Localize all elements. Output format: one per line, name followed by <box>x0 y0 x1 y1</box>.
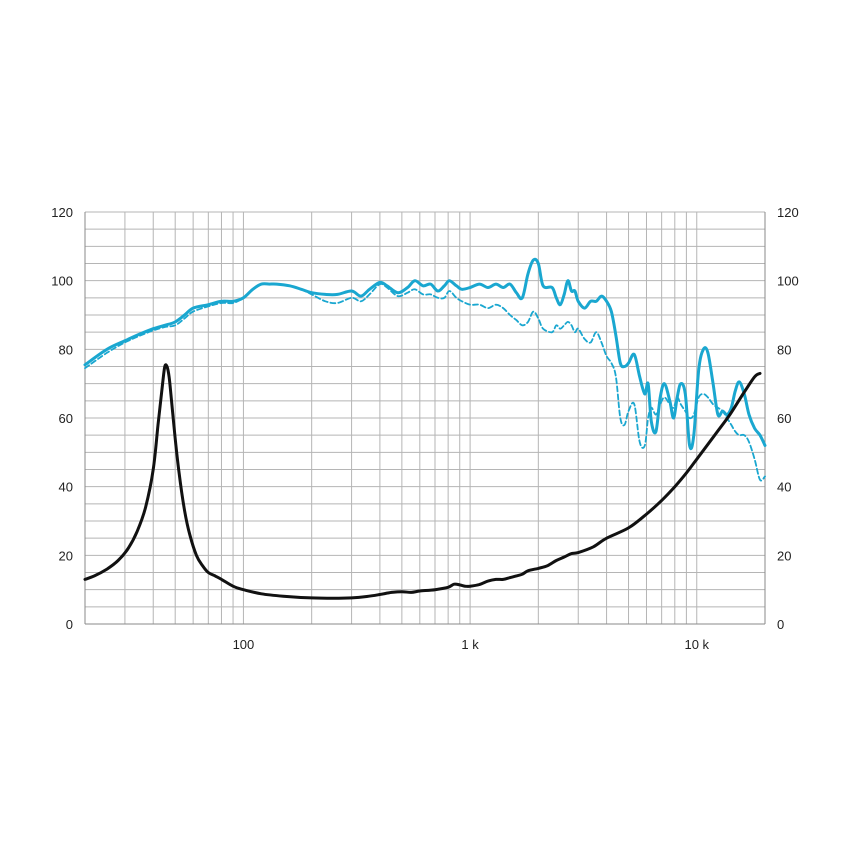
series-line-spl-solid <box>83 257 767 451</box>
chart-grid <box>84 211 766 625</box>
x-tick-label: 100 <box>233 637 255 652</box>
x-tick-label: 10 k <box>684 637 709 652</box>
chart-series <box>83 257 767 600</box>
series-line-spl-dashed <box>84 282 766 482</box>
y-tick-label-left: 100 <box>51 274 73 289</box>
y-tick-label-right: 20 <box>777 548 791 563</box>
y-tick-label-left: 40 <box>59 480 73 495</box>
y-tick-label-left: 0 <box>66 617 73 632</box>
y-tick-label-right: 60 <box>777 411 791 426</box>
y-axis-right-ticks: 0 20 40 60 80 100 120 <box>777 205 799 632</box>
y-axis-left-ticks: 0 20 40 60 80 100 120 <box>51 205 73 632</box>
y-tick-label-left: 120 <box>51 205 73 220</box>
series-line-impedance <box>83 363 762 600</box>
y-tick-label-right: 40 <box>777 480 791 495</box>
y-tick-label-right: 0 <box>777 617 784 632</box>
x-axis-ticks: 100 1 k 10 k <box>233 637 710 652</box>
y-tick-label-left: 80 <box>59 342 73 357</box>
plot-frame <box>84 212 766 625</box>
y-tick-label-right: 120 <box>777 205 799 220</box>
x-tick-label: 1 k <box>461 637 479 652</box>
y-tick-label-right: 80 <box>777 342 791 357</box>
y-tick-label-left: 60 <box>59 411 73 426</box>
y-tick-label-right: 100 <box>777 274 799 289</box>
y-tick-label-left: 20 <box>59 548 73 563</box>
